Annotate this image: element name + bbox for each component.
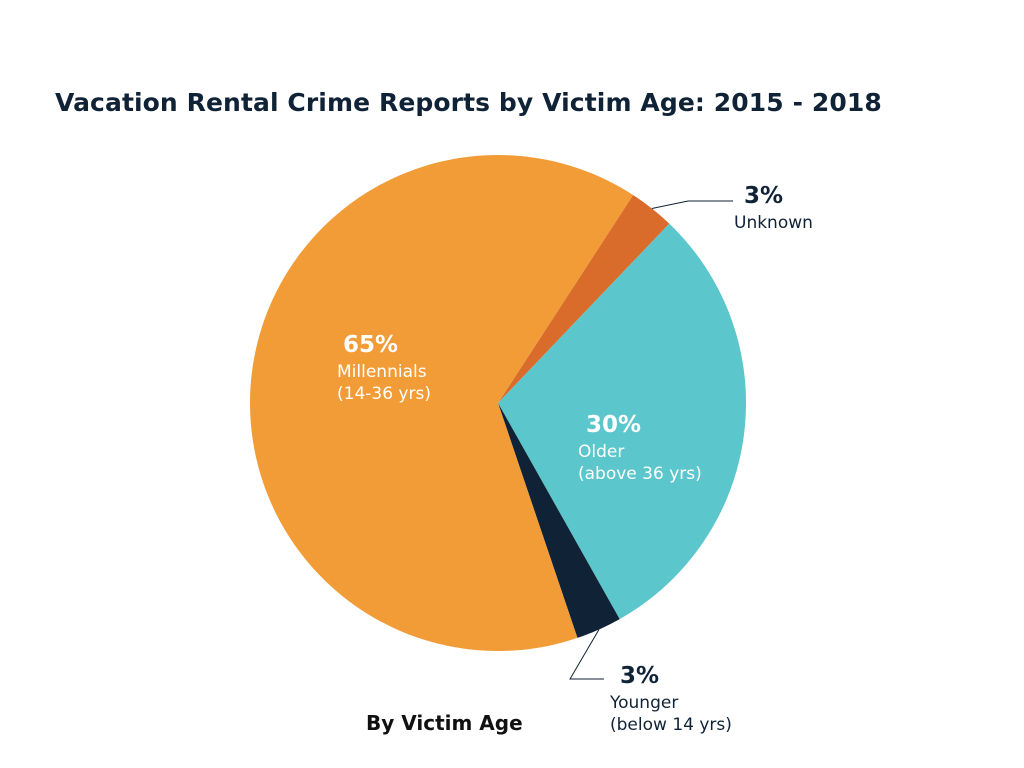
slice-label-older: 30% Older (above 36 yrs): [578, 411, 702, 485]
pie-slice-unknown: [498, 195, 670, 403]
leader-line-unknown: [651, 200, 733, 209]
leader-line-younger: [569, 629, 604, 680]
slice-subtitle: (14-36 yrs): [337, 383, 431, 404]
chart-title: Vacation Rental Crime Reports by Victim …: [55, 88, 882, 117]
chart-footer: By Victim Age: [366, 711, 523, 735]
slice-name: Older: [578, 441, 625, 462]
slice-subtitle: (below 14 yrs): [610, 714, 732, 735]
slice-percent: 65%: [343, 332, 399, 358]
slice-percent: 3%: [744, 183, 784, 209]
slice-percent: 3%: [620, 663, 660, 689]
pie-slice-younger: [498, 403, 620, 638]
pie-slice-millennials: [250, 154, 634, 651]
pie-slice-older: [498, 223, 746, 620]
slice-percent: 30%: [586, 412, 642, 438]
slice-label-younger: 3% Younger (below 14 yrs): [610, 662, 732, 736]
slice-name: Unknown: [734, 212, 813, 233]
slice-name: Millennials: [337, 361, 427, 382]
slice-name: Younger: [610, 692, 679, 713]
slice-label-millennials: 65% Millennials (14-36 yrs): [337, 331, 431, 405]
slice-label-unknown: 3% Unknown: [734, 182, 813, 234]
slice-subtitle: (above 36 yrs): [578, 463, 702, 484]
